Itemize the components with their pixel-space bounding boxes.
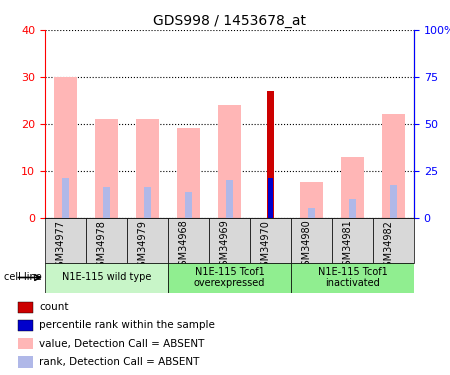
Text: GSM34981: GSM34981 (342, 220, 352, 273)
Bar (291, 217, 332, 262)
Bar (104, 187, 109, 218)
Text: count: count (39, 302, 69, 312)
Bar (95, 119, 118, 218)
Bar (267, 91, 274, 218)
Bar (332, 217, 373, 262)
Bar (18, 356, 33, 368)
Bar (391, 185, 396, 218)
Bar (185, 192, 192, 217)
Bar (177, 128, 200, 217)
Text: N1E-115 wild type: N1E-115 wild type (62, 273, 151, 282)
Bar (226, 180, 233, 218)
Bar (18, 320, 33, 331)
Bar (250, 217, 291, 262)
Bar (308, 208, 315, 218)
Bar (291, 262, 414, 292)
Bar (45, 217, 86, 262)
Bar (300, 182, 323, 218)
Bar (267, 178, 274, 218)
Text: rank, Detection Call = ABSENT: rank, Detection Call = ABSENT (39, 357, 200, 367)
Bar (136, 119, 159, 218)
Text: cell line: cell line (4, 273, 42, 282)
Bar (341, 157, 364, 218)
Bar (18, 338, 33, 350)
Bar (209, 217, 250, 262)
Text: GSM34979: GSM34979 (138, 220, 148, 273)
Bar (127, 217, 168, 262)
Text: GSM34978: GSM34978 (96, 220, 107, 273)
Text: percentile rank within the sample: percentile rank within the sample (39, 321, 215, 330)
Bar (86, 217, 127, 262)
Title: GDS998 / 1453678_at: GDS998 / 1453678_at (153, 13, 306, 28)
Text: GSM34980: GSM34980 (302, 220, 311, 273)
Bar (349, 199, 356, 217)
Text: GSM34982: GSM34982 (383, 220, 393, 273)
Text: N1E-115 Tcof1
inactivated: N1E-115 Tcof1 inactivated (318, 267, 387, 288)
Bar (382, 114, 405, 218)
Bar (54, 77, 77, 218)
Bar (218, 105, 241, 218)
Bar (269, 178, 273, 218)
Bar (373, 217, 414, 262)
Bar (168, 262, 291, 292)
Bar (63, 178, 68, 218)
Text: GSM34968: GSM34968 (179, 220, 189, 273)
Text: value, Detection Call = ABSENT: value, Detection Call = ABSENT (39, 339, 205, 349)
Text: GSM34969: GSM34969 (220, 220, 230, 273)
Bar (45, 262, 168, 292)
Bar (18, 302, 33, 313)
Text: GSM34970: GSM34970 (261, 220, 270, 273)
Bar (168, 217, 209, 262)
Text: N1E-115 Tcof1
overexpressed: N1E-115 Tcof1 overexpressed (194, 267, 265, 288)
Bar (144, 187, 151, 218)
Text: GSM34977: GSM34977 (55, 220, 66, 273)
